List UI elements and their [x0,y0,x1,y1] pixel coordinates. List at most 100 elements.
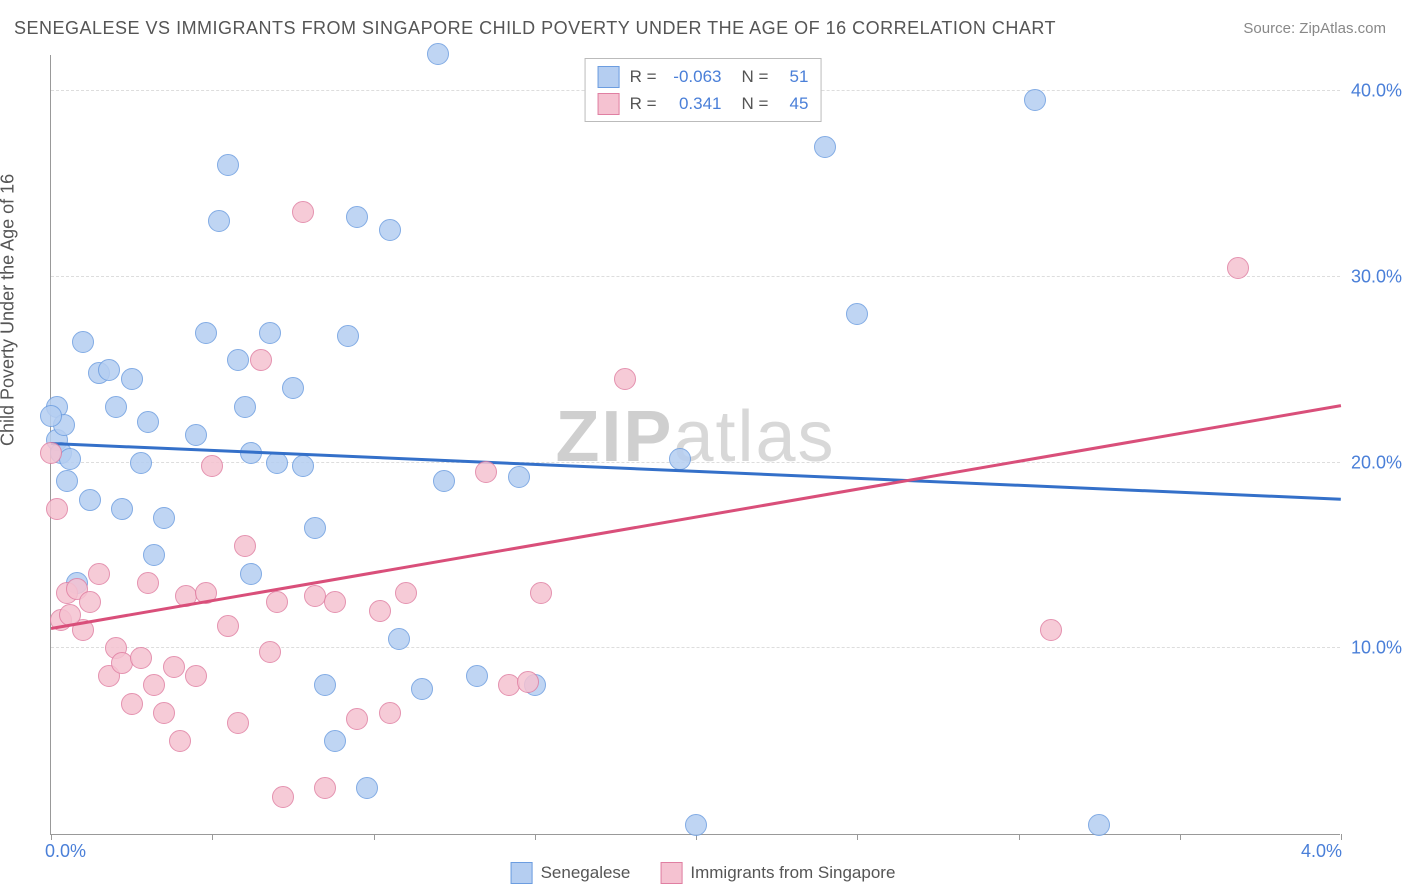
data-point [259,322,281,344]
data-point [79,591,101,613]
data-point [121,368,143,390]
data-point [234,396,256,418]
data-point [433,470,455,492]
plot-area: ZIPatlas 10.0%20.0%30.0%40.0%0.0%4.0% [50,55,1340,835]
data-point [105,396,127,418]
legend-stats-row: R =0.341N =45 [598,90,809,117]
data-point [669,448,691,470]
data-point [1024,89,1046,111]
data-point [388,628,410,650]
data-point [234,535,256,557]
data-point [130,452,152,474]
correlation-chart: SENEGALESE VS IMMIGRANTS FROM SINGAPORE … [0,0,1406,892]
gridline [51,647,1340,648]
regression-line [51,442,1341,500]
data-point [88,563,110,585]
data-point [466,665,488,687]
legend-stats-row: R =-0.063N =51 [598,63,809,90]
x-tick [51,834,52,840]
x-tick [535,834,536,840]
data-point [272,786,294,808]
data-point [337,325,359,347]
data-point [185,665,207,687]
data-point [356,777,378,799]
data-point [208,210,230,232]
x-tick-label: 0.0% [45,841,86,862]
data-point [266,452,288,474]
data-point [153,702,175,724]
data-point [846,303,868,325]
data-point [1227,257,1249,279]
legend-swatch [660,862,682,884]
bottom-legend-label: Immigrants from Singapore [690,863,895,883]
data-point [379,219,401,241]
data-point [266,591,288,613]
stat-n-label: N = [742,90,769,117]
stat-r-label: R = [630,90,657,117]
data-point [46,498,68,520]
data-point [195,322,217,344]
data-point [72,331,94,353]
bottom-legend-item: Senegalese [511,862,631,884]
data-point [98,359,120,381]
data-point [143,674,165,696]
data-point [324,591,346,613]
data-point [475,461,497,483]
data-point [517,671,539,693]
data-point [59,448,81,470]
bottom-legend: Senegalese Immigrants from Singapore [511,862,896,884]
data-point [137,411,159,433]
source-label: Source: [1243,20,1295,37]
y-tick-label: 20.0% [1351,452,1402,473]
stat-n-label: N = [742,63,769,90]
data-point [1040,619,1062,641]
data-point [153,507,175,529]
legend-swatch [511,862,533,884]
data-point [346,708,368,730]
x-tick [857,834,858,840]
y-tick-label: 10.0% [1351,638,1402,659]
data-point [121,693,143,715]
stat-r-label: R = [630,63,657,90]
data-point [530,582,552,604]
stat-r-value: 0.341 [667,90,722,117]
data-point [227,712,249,734]
legend-swatch [598,66,620,88]
source-link[interactable]: ZipAtlas.com [1299,20,1386,37]
data-point [292,201,314,223]
x-tick [374,834,375,840]
data-point [685,814,707,836]
y-tick-label: 30.0% [1351,266,1402,287]
data-point [314,674,336,696]
data-point [304,517,326,539]
legend-stats-box: R =-0.063N =51R =0.341N =45 [585,58,822,122]
data-point [40,405,62,427]
bottom-legend-label: Senegalese [541,863,631,883]
data-point [324,730,346,752]
x-tick [212,834,213,840]
data-point [201,455,223,477]
data-point [185,424,207,446]
gridline [51,276,1340,277]
chart-title: SENEGALESE VS IMMIGRANTS FROM SINGAPORE … [14,18,1056,39]
x-tick [1180,834,1181,840]
source-attribution: Source: ZipAtlas.com [1243,20,1386,37]
data-point [314,777,336,799]
data-point [411,678,433,700]
watermark-rest: atlas [673,396,835,476]
stat-n-value: 51 [778,63,808,90]
data-point [250,349,272,371]
data-point [1088,814,1110,836]
data-point [137,572,159,594]
data-point [217,154,239,176]
y-tick-label: 40.0% [1351,81,1402,102]
legend-swatch [598,93,620,115]
data-point [292,455,314,477]
data-point [240,563,262,585]
data-point [259,641,281,663]
data-point [111,498,133,520]
data-point [282,377,304,399]
data-point [79,489,101,511]
data-point [169,730,191,752]
data-point [498,674,520,696]
